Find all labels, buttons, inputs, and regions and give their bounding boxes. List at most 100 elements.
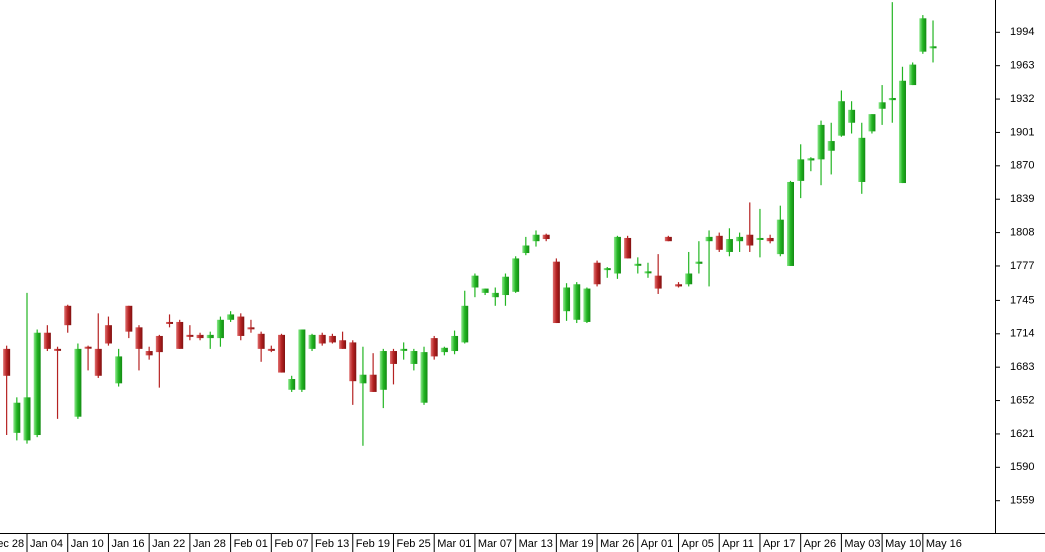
candle-body <box>125 305 133 332</box>
candle-body <box>74 348 82 417</box>
y-tick-label: 1870 <box>1010 160 1034 172</box>
candle-body <box>145 351 153 356</box>
candle-body <box>715 235 723 250</box>
y-tick-label: 1745 <box>1010 294 1034 306</box>
candle-body <box>216 319 224 339</box>
candle-body <box>481 288 489 293</box>
candle-body <box>512 258 520 292</box>
x-tick-label: Feb 13 <box>315 538 349 550</box>
candle-body <box>491 292 499 298</box>
candle-body <box>206 334 214 339</box>
candle-body <box>54 348 62 351</box>
x-tick-label: Apr 26 <box>804 538 836 550</box>
x-tick-label: Jan 28 <box>193 538 226 550</box>
x-tick-label: Mar 07 <box>478 538 512 550</box>
candle-body <box>695 261 703 264</box>
candle-body <box>318 334 326 344</box>
y-tick-label: 1932 <box>1010 93 1034 105</box>
candle-body <box>705 236 713 242</box>
candle-body <box>176 321 184 349</box>
candle-body <box>501 276 509 296</box>
y-tick-label: 1559 <box>1010 495 1034 507</box>
y-tick-label: 1621 <box>1010 428 1034 440</box>
candle-body <box>196 334 204 339</box>
candle-body <box>43 332 51 349</box>
x-tick-label: Mar 01 <box>437 538 471 550</box>
candle-body <box>33 332 41 436</box>
candle-body <box>339 340 347 349</box>
candle-body <box>593 262 601 285</box>
candle-body <box>257 333 265 349</box>
candle-body <box>400 348 408 351</box>
candle-body <box>613 236 621 274</box>
candle-body <box>461 305 469 343</box>
x-tick-label: Apr 11 <box>722 538 754 550</box>
x-tick-label: Apr 05 <box>682 538 714 550</box>
candle-body <box>685 273 693 285</box>
x-tick-label: May 03 <box>844 538 880 550</box>
candle-body <box>868 114 876 132</box>
candle-body <box>227 314 235 320</box>
candle-body <box>267 348 275 351</box>
candle-body <box>756 237 764 240</box>
candle-body <box>898 80 906 184</box>
x-tick-label: Jan 10 <box>71 538 104 550</box>
candle-body <box>552 261 560 324</box>
y-tick-label: 1777 <box>1010 260 1034 272</box>
candle-body <box>909 64 917 86</box>
candle-body <box>471 275 479 288</box>
y-tick-label: 1839 <box>1010 193 1034 205</box>
candle-body <box>166 321 174 324</box>
candle-body <box>3 348 11 376</box>
candle-body <box>624 237 632 259</box>
y-tick-label: 1994 <box>1010 26 1034 38</box>
candle-body <box>237 316 245 336</box>
candle-body <box>369 374 377 392</box>
x-tick-label: May 10 <box>885 538 921 550</box>
candle-body <box>827 141 835 151</box>
candle-body <box>451 335 459 352</box>
candle-body <box>797 159 805 181</box>
candle-body <box>603 268 611 271</box>
candle-body <box>563 287 571 312</box>
candle-body <box>288 379 296 390</box>
x-tick-label: Feb 01 <box>234 538 268 550</box>
candle-body <box>94 348 102 376</box>
candle-body <box>573 284 581 320</box>
candle-body <box>389 351 397 364</box>
candle-body <box>583 288 591 322</box>
candle-body <box>298 329 306 390</box>
candle-body <box>104 325 112 344</box>
candle-body <box>522 245 530 254</box>
y-tick-label: 1963 <box>1010 60 1034 72</box>
candle-body <box>888 97 896 101</box>
candle-body <box>746 234 754 246</box>
candle-body <box>379 351 387 390</box>
candle-body <box>542 234 550 240</box>
candle-body <box>817 124 825 160</box>
x-tick-label: Jan 04 <box>30 538 63 550</box>
candle-body <box>420 352 428 403</box>
candle-body <box>308 334 316 349</box>
x-tick-label: Feb 25 <box>396 538 430 550</box>
x-tick-label: Mar 19 <box>559 538 593 550</box>
x-tick-label: Mar 26 <box>600 538 634 550</box>
candle-body <box>155 335 163 353</box>
candle-body <box>23 397 31 441</box>
x-tick-label: Feb 19 <box>356 538 390 550</box>
candle-body <box>675 284 683 287</box>
candle-body <box>654 275 662 289</box>
y-tick-label: 1714 <box>1010 328 1034 340</box>
candle-body <box>787 181 794 266</box>
candle-body <box>359 374 367 384</box>
candle-body <box>807 158 815 161</box>
candle-body <box>410 351 418 364</box>
candle-body <box>84 346 92 349</box>
y-tick-label: 1808 <box>1010 226 1034 238</box>
x-tick-label: May 16 <box>926 538 962 550</box>
candle-body <box>725 239 733 252</box>
candle-body <box>919 18 927 52</box>
candle-body <box>736 236 744 242</box>
